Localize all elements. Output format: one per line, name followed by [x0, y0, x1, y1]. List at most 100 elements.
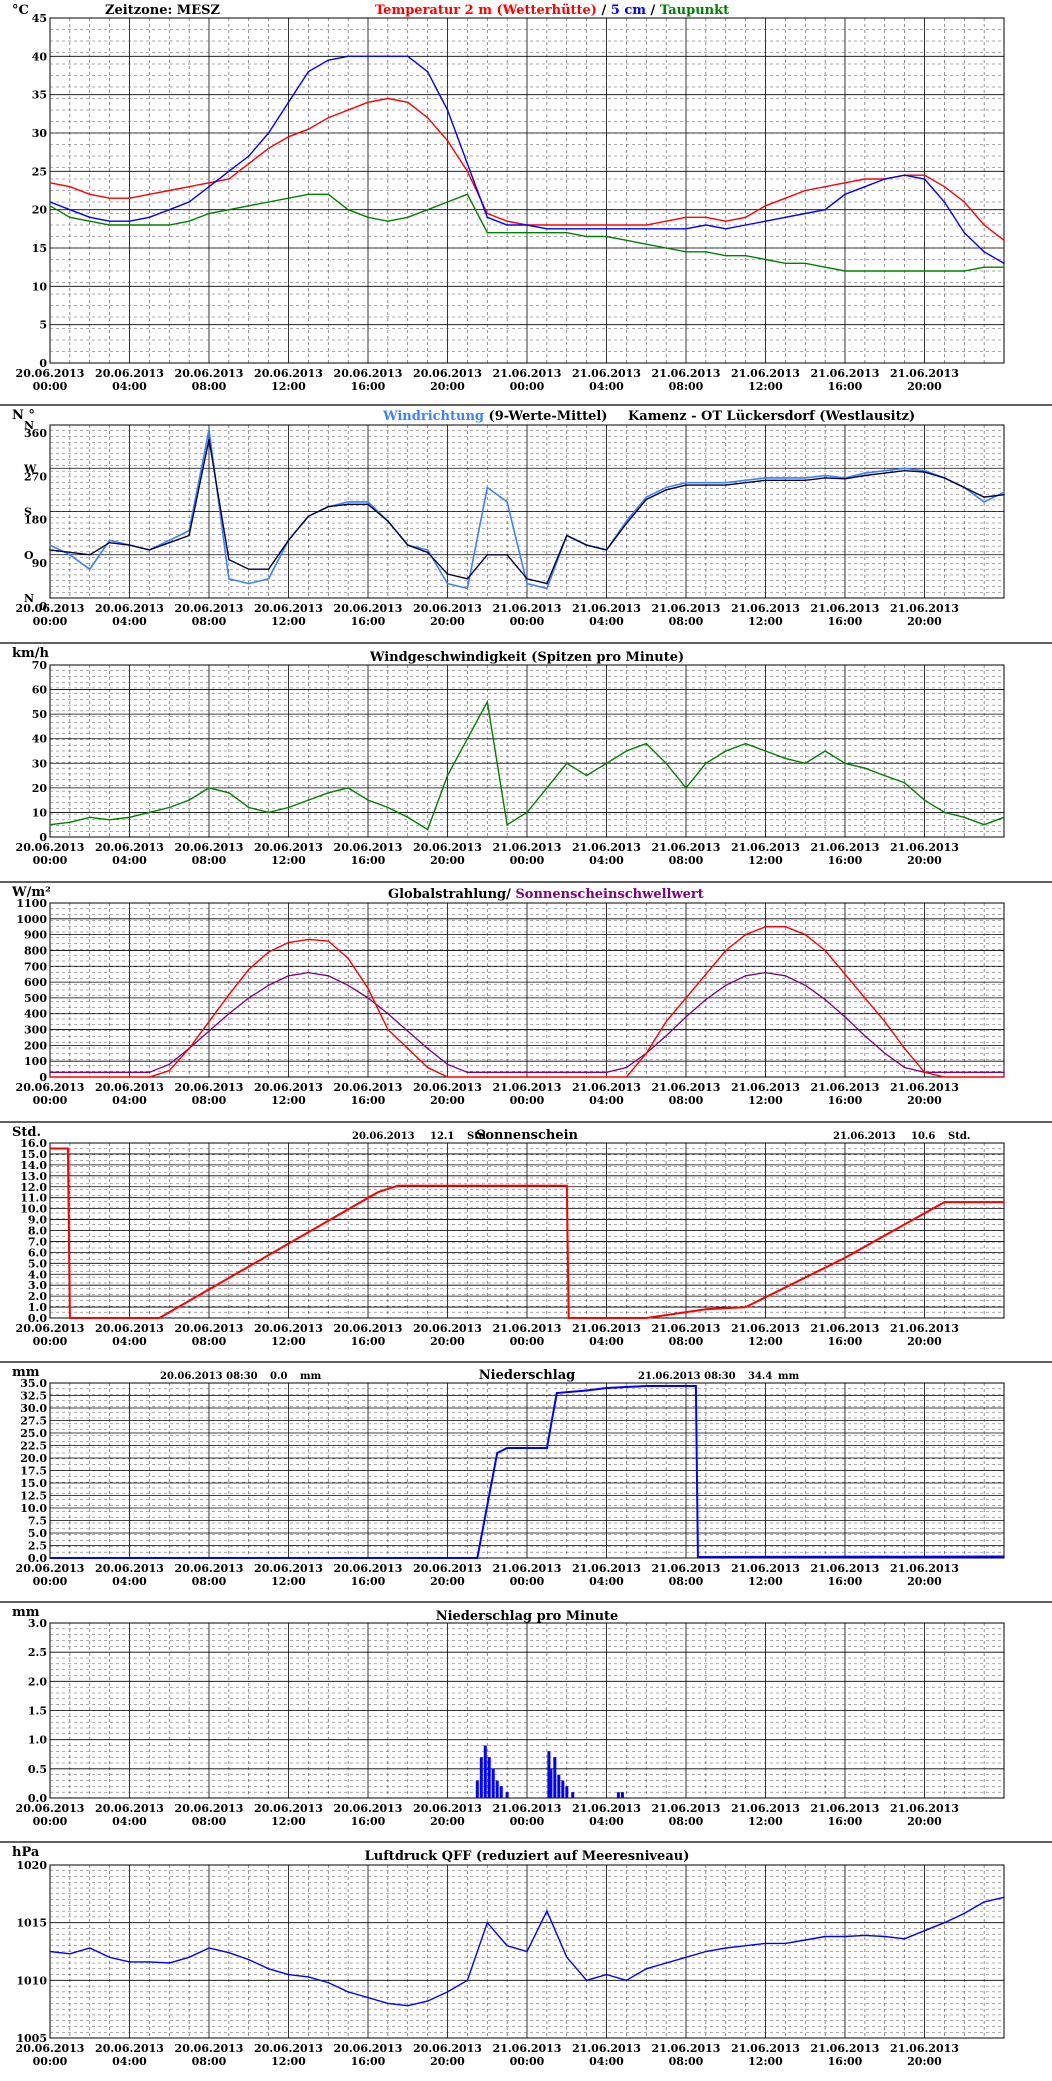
- data-point: [128, 544, 131, 546]
- data-point: [108, 224, 111, 226]
- x-tick-time: 16:00: [828, 854, 863, 867]
- x-tick-date: 21.06.2013: [811, 367, 880, 380]
- data-point: [108, 197, 111, 199]
- data-point: [645, 1385, 648, 1387]
- x-tick-time: 20:00: [430, 1335, 465, 1348]
- data-point: [625, 1066, 628, 1069]
- data-point: [546, 582, 548, 585]
- data-point: [1003, 491, 1005, 494]
- data-point: [744, 481, 747, 484]
- data-point: [983, 1901, 985, 1903]
- data-point: [824, 477, 826, 479]
- chart-title: Niederschlag: [479, 1368, 575, 1383]
- summary-date: 21.06.2013 08:30: [638, 1371, 736, 1382]
- data-point: [625, 520, 628, 522]
- data-point: [128, 1076, 131, 1078]
- data-point: [407, 544, 409, 546]
- data-point: [426, 1066, 429, 1069]
- data-point: [188, 1047, 190, 1050]
- daily-summary: 21.06.2013 10.6 Std.: [833, 1131, 970, 1142]
- y-tick-label: 1000: [16, 913, 47, 926]
- data-point: [625, 750, 628, 752]
- data-point: [267, 1968, 270, 1970]
- x-tick-time: 12:00: [748, 1575, 783, 1588]
- data-point: [864, 997, 866, 999]
- data-point: [585, 1071, 588, 1074]
- x-tick-date: 20.06.2013: [413, 1562, 482, 1575]
- data-point: [307, 799, 310, 801]
- x-tick-date: 21.06.2013: [811, 1081, 880, 1094]
- data-point: [744, 742, 747, 745]
- data-point: [208, 1020, 210, 1023]
- x-tick-time: 00:00: [510, 1575, 545, 1588]
- data-point: [744, 254, 747, 257]
- data-point: [903, 782, 906, 784]
- x-tick-date: 20.06.2013: [16, 602, 85, 615]
- data-point: [665, 762, 667, 765]
- data-point: [884, 472, 886, 474]
- daily-summary: 20.06.2013 12.1 Std.: [352, 1131, 489, 1142]
- data-point: [148, 1076, 151, 1078]
- x-tick-date: 20.06.2013: [334, 1081, 403, 1094]
- y-tick-label: 15: [32, 242, 47, 255]
- x-tick-time: 00:00: [33, 1575, 68, 1588]
- data-point: [725, 750, 727, 752]
- data-point: [228, 578, 230, 580]
- x-tick-date: 21.06.2013: [572, 1562, 641, 1575]
- data-point: [327, 1981, 330, 1984]
- data-point: [764, 258, 767, 261]
- data-point: [228, 792, 230, 794]
- x-tick-date: 21.06.2013: [731, 1081, 800, 1094]
- data-point: [844, 1016, 846, 1018]
- x-tick-date: 20.06.2013: [334, 1322, 403, 1335]
- summary-unit: Std.: [948, 1131, 970, 1142]
- x-tick-date: 20.06.2013: [175, 1322, 244, 1335]
- y-tick-label: 5.0: [28, 1527, 47, 1540]
- data-point: [526, 578, 528, 580]
- data-point: [287, 539, 290, 542]
- data-point: [685, 1385, 687, 1387]
- chart-title: Temperatur 2 m (Wetterhütte) / 5 cm / Ta…: [375, 3, 729, 18]
- data-point: [168, 541, 171, 544]
- direction-label: O: [24, 549, 34, 562]
- data-point: [188, 220, 190, 222]
- y-tick-label: 35.0: [20, 1377, 47, 1390]
- data-point: [506, 501, 508, 503]
- y-tick-label: 12.5: [20, 1490, 47, 1503]
- data-point: [585, 228, 588, 230]
- chart-title: Windrichtung (9-Werte-Mittel): [382, 409, 607, 424]
- data-point: [387, 55, 389, 58]
- data-point: [486, 1076, 489, 1078]
- data-point: [645, 1317, 648, 1319]
- x-tick-date: 21.06.2013: [731, 602, 800, 615]
- data-point: [585, 544, 588, 546]
- data-point: [426, 551, 429, 554]
- y-tick-label: 0: [39, 357, 47, 370]
- data-point: [367, 55, 369, 58]
- x-tick-time: 00:00: [510, 2055, 545, 2068]
- data-point: [49, 823, 51, 826]
- data-point: [89, 554, 91, 556]
- y-tick-label: 180: [24, 514, 47, 527]
- data-point: [665, 247, 667, 249]
- data-point: [685, 251, 687, 253]
- data-point: [804, 477, 807, 479]
- y-tick-label: 40: [32, 733, 48, 746]
- data-point: [705, 973, 707, 975]
- x-tick-time: 04:00: [112, 2055, 147, 2068]
- data-point: [267, 984, 270, 987]
- data-point: [248, 162, 250, 165]
- precip-bar: [495, 1780, 499, 1798]
- data-point: [665, 486, 667, 489]
- data-point: [367, 501, 369, 503]
- x-tick-date: 21.06.2013: [572, 1802, 641, 1815]
- data-point: [923, 469, 926, 472]
- x-tick-time: 20:00: [907, 1575, 942, 1588]
- data-point: [506, 224, 508, 226]
- y-tick-label: 1100: [16, 897, 47, 910]
